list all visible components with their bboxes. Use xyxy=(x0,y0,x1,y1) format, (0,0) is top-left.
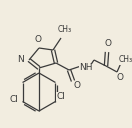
Text: O: O xyxy=(105,40,112,49)
Text: CH₃: CH₃ xyxy=(119,56,132,65)
Text: Cl: Cl xyxy=(56,92,65,101)
Text: NH: NH xyxy=(79,63,93,72)
Text: N: N xyxy=(18,55,24,63)
Text: O: O xyxy=(34,35,41,45)
Text: CH₃: CH₃ xyxy=(58,25,72,35)
Text: O: O xyxy=(74,81,81,89)
Text: Cl: Cl xyxy=(9,95,18,104)
Text: O: O xyxy=(117,72,124,82)
